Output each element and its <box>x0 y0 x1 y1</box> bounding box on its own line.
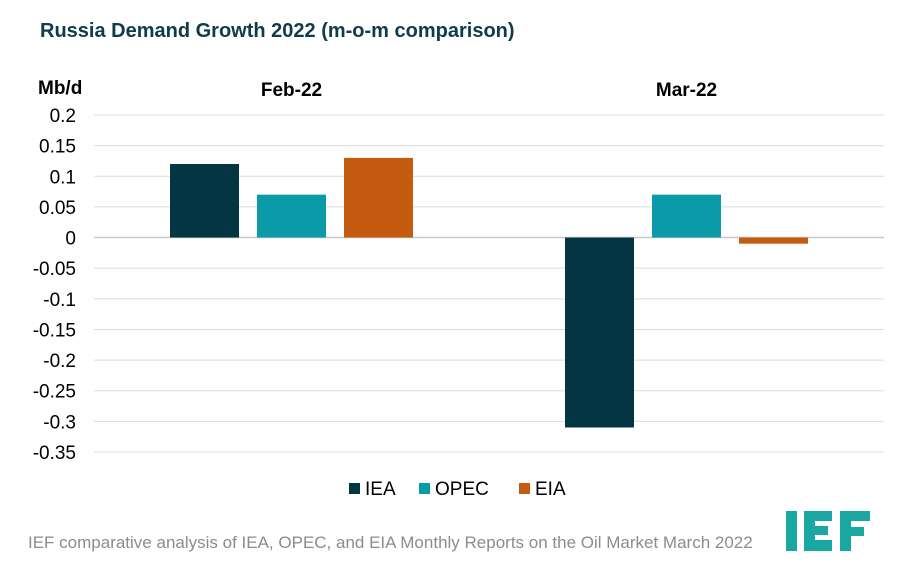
chart-title: Russia Demand Growth 2022 (m-o-m compari… <box>40 20 515 42</box>
y-tick-label: -0.15 <box>33 320 76 341</box>
y-tick-label: -0.05 <box>33 259 76 280</box>
category-label: Feb-22 <box>261 80 322 101</box>
bars <box>170 157 808 428</box>
bar-eia-feb-22 <box>344 157 413 238</box>
logo-block <box>840 527 864 536</box>
legend-label-eia: EIA <box>535 479 566 500</box>
legend-swatch-iea <box>349 483 360 494</box>
y-tick-label: 0.2 <box>50 106 76 127</box>
bar-opec-mar-22 <box>652 194 721 238</box>
y-tick-label: -0.35 <box>33 443 76 464</box>
y-tick-label: -0.2 <box>43 351 76 372</box>
bar-eia-mar-22 <box>739 237 808 244</box>
bar-opec-feb-22 <box>257 194 326 238</box>
y-axis-label: Mb/d <box>38 78 82 99</box>
y-tick-label: -0.25 <box>33 382 76 403</box>
source-footnote: IEF comparative analysis of IEA, OPEC, a… <box>28 533 753 552</box>
y-tick-label: -0.1 <box>43 290 76 311</box>
category-labels: Feb-22 Mar-22 <box>261 80 717 101</box>
legend-label-iea: IEA <box>365 479 396 500</box>
legend-label-opec: OPEC <box>435 479 489 500</box>
y-tick-label: 0.15 <box>39 137 76 158</box>
gridlines <box>94 114 884 453</box>
legend: IEA OPEC EIA <box>349 479 566 500</box>
logo-block <box>804 526 828 535</box>
legend-swatch-eia <box>519 483 530 494</box>
logo-block <box>804 511 815 551</box>
logo-block <box>804 511 832 521</box>
y-tick-label: -0.3 <box>43 412 76 433</box>
logo-block <box>786 511 797 551</box>
ief-logo: IEF <box>786 511 870 551</box>
category-label: Mar-22 <box>656 80 717 101</box>
y-axis-ticks: 0.2 0.15 0.1 0.05 0 -0.05 -0.1 -0.15 -0.2 -0.25 -0… <box>33 106 76 464</box>
logo-block <box>840 511 870 521</box>
y-tick-label: 0.05 <box>39 198 76 219</box>
bar-iea-feb-22 <box>170 164 239 238</box>
legend-swatch-opec <box>419 483 430 494</box>
bar-iea-mar-22 <box>565 237 634 428</box>
logo-block <box>804 540 832 551</box>
y-tick-label: 0.1 <box>50 167 76 188</box>
y-tick-label: 0 <box>65 229 76 250</box>
logo-block <box>840 511 851 551</box>
